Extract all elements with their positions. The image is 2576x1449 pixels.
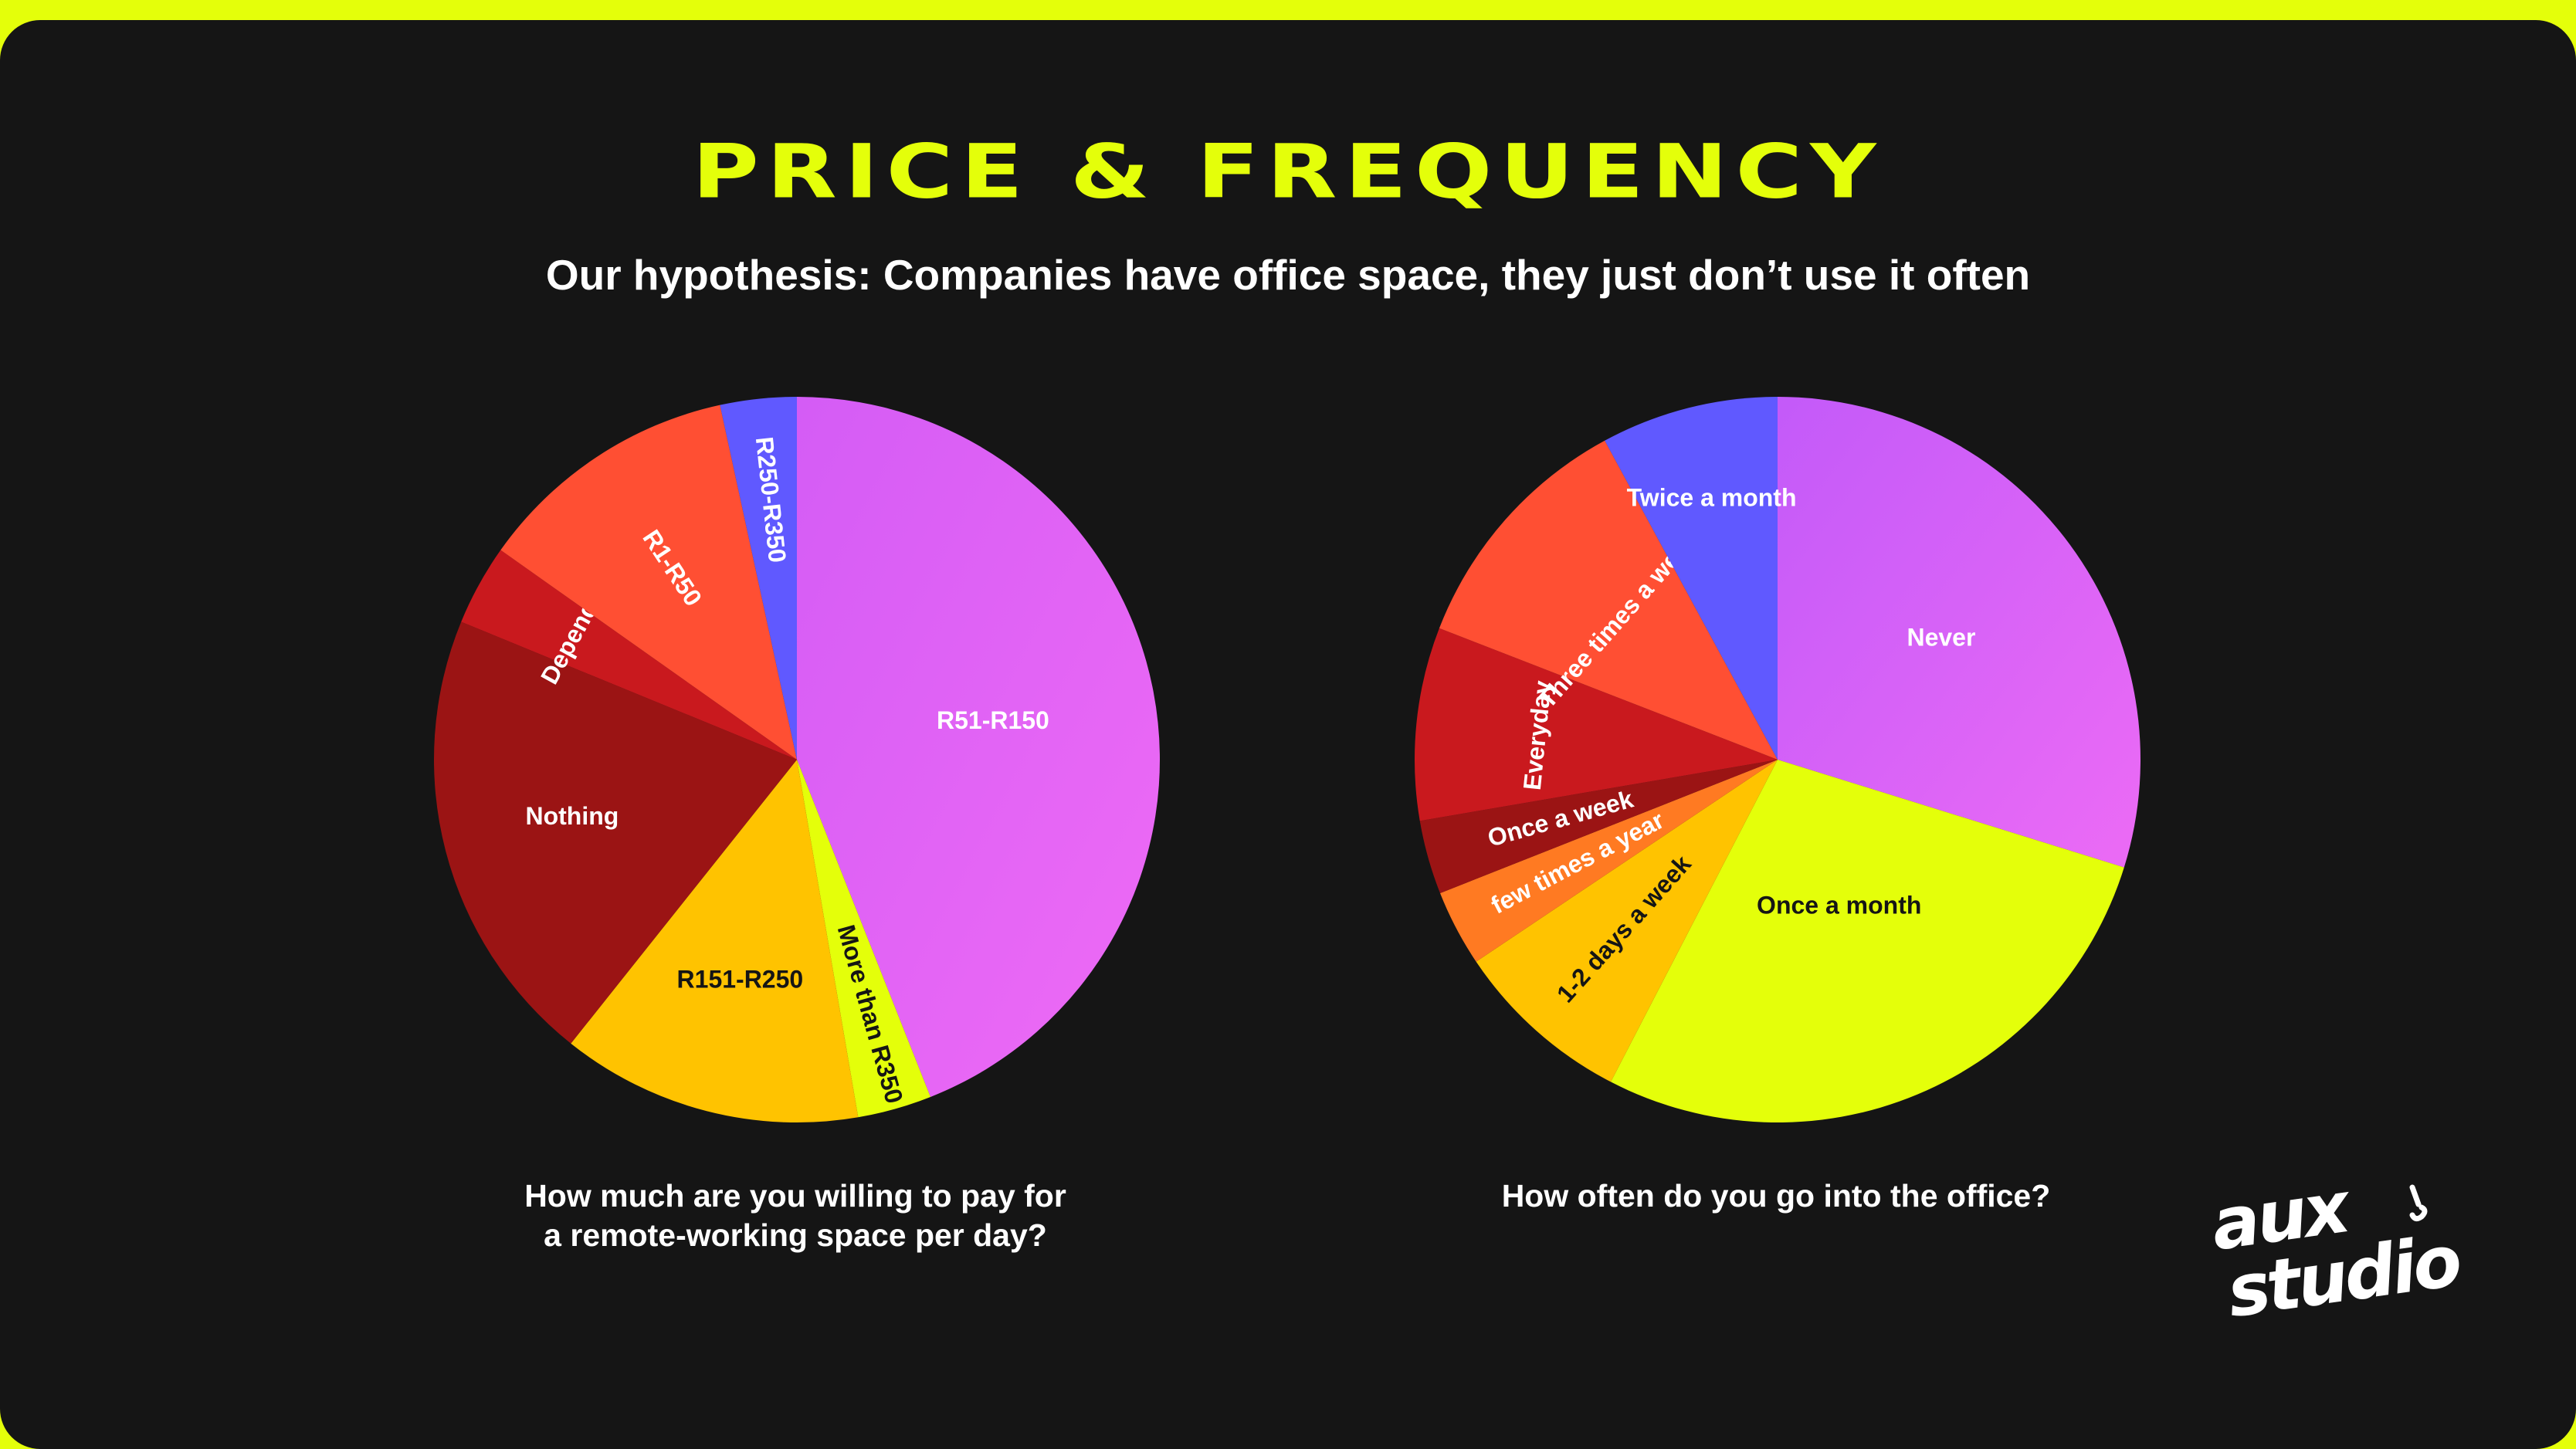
price-slice-more-than-r350: [797, 760, 931, 1118]
price-label-nothing: Nothing: [525, 802, 619, 830]
frequency-slice-1-2-days-a-week: [1476, 760, 1778, 1082]
frequency-slice-once-a-month: [1610, 760, 2124, 1122]
frequency-label-once-a-month: Once a month: [1757, 891, 1921, 919]
slide-card: [0, 20, 2576, 1449]
frequency-slice-once-a-week: [1419, 760, 1778, 894]
frequency-slice-twice-a-month: [1605, 397, 1778, 760]
frequency-label-twice-a-month: Twice a month: [1627, 483, 1797, 511]
page-subtitle: Our hypothesis: Companies have office sp…: [545, 251, 2031, 299]
frequency-question-line-1: How often do you go into the office?: [1501, 1178, 2051, 1214]
price-label-r151-r250: R151-R250: [677, 965, 804, 993]
price-slice-r151-r250: [571, 760, 859, 1122]
price-slice-depends: [461, 550, 797, 760]
price-slice-r51-r150: [797, 397, 1161, 1097]
price-question-line-1: How much are you willing to pay for: [524, 1178, 1066, 1214]
price-label-r51-r150: R51-R150: [937, 706, 1049, 734]
price-question: How much are you willing to pay for a re…: [456, 1176, 1135, 1255]
aux-studio-logo: aux studio: [2206, 1166, 2463, 1333]
price-slice-nothing: [433, 621, 797, 1044]
frequency-label-never: Never: [1907, 623, 1975, 651]
frequency-slice-everyday: [1415, 628, 1778, 821]
page-title: PRICE & FREQUENCY: [692, 127, 1884, 215]
frequency-slice-few-times-a-year: [1440, 760, 1778, 962]
frequency-question: How often do you go into the office?: [1429, 1176, 2124, 1216]
price-question-line-2: a remote-working space per day?: [544, 1217, 1047, 1253]
price-slice-r250-r350: [720, 397, 797, 760]
ampersand-mark-icon: [2409, 1184, 2428, 1222]
frequency-slice-never: [1778, 397, 2140, 868]
frequency-slice-three-times-a-week: [1439, 440, 1778, 760]
price-slice-r1-r50: [500, 405, 797, 760]
